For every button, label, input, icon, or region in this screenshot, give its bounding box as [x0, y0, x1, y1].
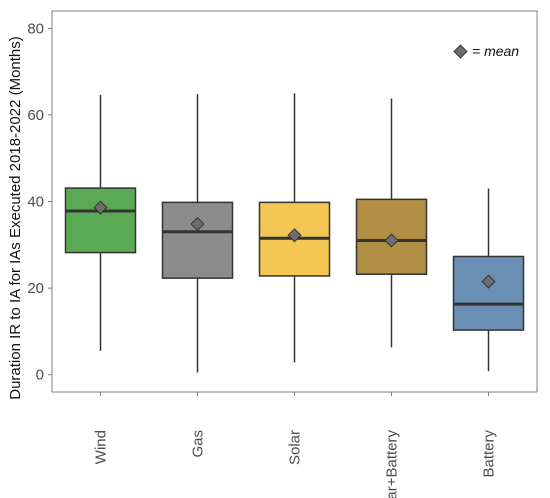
x-tick-label: Solar+Battery [384, 430, 401, 498]
y-tick-label: 40 [27, 194, 44, 211]
y-tick-label: 20 [27, 280, 44, 297]
box-solar [258, 93, 331, 363]
iqr-box [161, 201, 234, 279]
box-wind [64, 94, 137, 351]
y-axis-title: Duration IR to IA for IAs Executed 2018-… [7, 36, 24, 400]
mean-marker [481, 274, 496, 289]
y-tick-label: 80 [27, 20, 44, 37]
legend-label: = mean [472, 43, 519, 59]
x-tick-label: Gas [190, 430, 207, 458]
box-solar-battery [355, 98, 428, 348]
boxes-layer [64, 93, 525, 373]
mean-marker [190, 216, 205, 232]
x-axis: Wind Gas Solar Solar+Battery Battery [93, 392, 498, 498]
y-axis: 0 20 40 60 80 [27, 20, 52, 384]
iqr-box [64, 187, 137, 254]
legend: = mean [453, 43, 519, 59]
mean-marker [93, 200, 108, 215]
legend-mean-marker [453, 44, 468, 59]
mean-marker [384, 233, 399, 248]
x-tick-label: Wind [93, 430, 110, 464]
x-tick-label: Battery [481, 430, 498, 478]
box-gas [161, 94, 234, 373]
y-tick-label: 60 [27, 107, 44, 124]
box-battery [452, 188, 525, 372]
mean-marker [287, 228, 302, 243]
iqr-box [452, 255, 525, 331]
x-tick-label: Solar [287, 430, 304, 465]
y-tick-label: 0 [36, 367, 44, 384]
